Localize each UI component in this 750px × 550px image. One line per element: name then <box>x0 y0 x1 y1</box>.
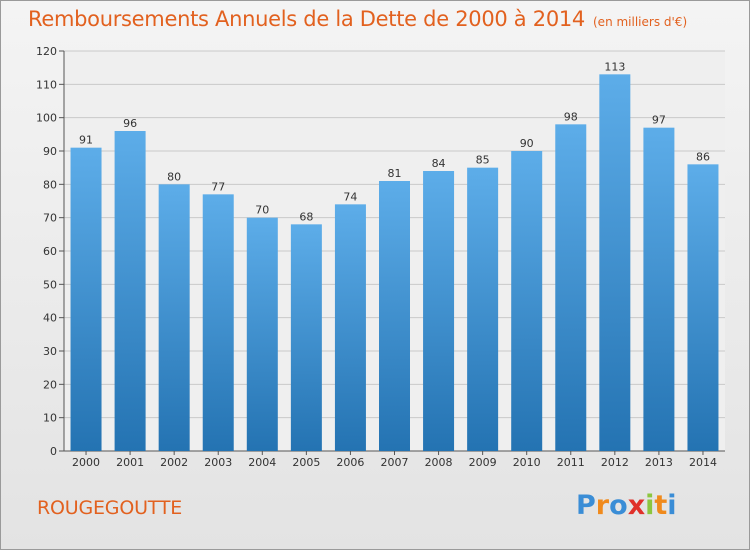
x-tick-label: 2010 <box>513 456 541 469</box>
y-tick-label: 20 <box>43 378 57 391</box>
bar <box>158 184 190 452</box>
x-tick-label: 2014 <box>689 456 717 469</box>
data-label: 85 <box>476 154 490 167</box>
x-tick-label: 2005 <box>292 456 320 469</box>
data-label: 81 <box>388 167 402 180</box>
x-tick-label: 2004 <box>248 456 276 469</box>
logo-letter: x <box>627 490 646 521</box>
x-tick-label: 2011 <box>557 456 585 469</box>
bar <box>555 124 587 451</box>
data-label: 97 <box>652 114 666 127</box>
bar <box>687 164 719 452</box>
x-tick-label: 2013 <box>645 456 673 469</box>
x-tick-label: 2012 <box>601 456 629 469</box>
logo-letter: i <box>667 490 677 521</box>
x-tick-label: 2008 <box>425 456 453 469</box>
logo-letter: P <box>576 490 596 521</box>
data-label: 70 <box>255 204 269 217</box>
data-label: 74 <box>343 190 357 203</box>
bar <box>643 127 675 452</box>
bar <box>202 194 234 452</box>
y-tick-label: 80 <box>43 178 57 191</box>
bar <box>114 131 146 451</box>
y-tick-label: 60 <box>43 245 57 258</box>
y-tick-label: 90 <box>43 145 57 158</box>
data-label: 98 <box>564 110 578 123</box>
y-tick-label: 30 <box>43 345 57 358</box>
y-tick-label: 10 <box>43 412 57 425</box>
y-tick-label: 120 <box>36 45 57 58</box>
x-tick-label: 2006 <box>336 456 364 469</box>
y-tick-label: 110 <box>36 78 57 91</box>
data-label: 77 <box>211 180 225 193</box>
chart-unit: (en milliers d'€) <box>593 15 688 29</box>
bar <box>70 147 102 451</box>
logo-letter: o <box>609 490 628 521</box>
y-tick-label: 70 <box>43 212 57 225</box>
x-tick-label: 2009 <box>469 456 497 469</box>
data-label: 90 <box>520 137 534 150</box>
bar <box>511 151 543 451</box>
y-tick-label: 40 <box>43 312 57 325</box>
chart-title: Remboursements Annuels de la Dette de 20… <box>28 7 687 31</box>
logo-letter: r <box>595 490 610 521</box>
data-label: 84 <box>432 157 446 170</box>
data-label: 68 <box>299 210 313 223</box>
data-label: 113 <box>604 60 625 73</box>
bar <box>334 204 366 451</box>
bar <box>467 167 499 451</box>
commune-name: ROUGEGOUTTE <box>37 497 183 519</box>
data-label: 96 <box>123 117 137 130</box>
logo-letter: t <box>654 490 668 521</box>
x-tick-label: 2001 <box>116 456 144 469</box>
x-tick-label: 2007 <box>381 456 409 469</box>
bar <box>599 74 631 451</box>
bar <box>290 224 322 451</box>
x-tick-label: 2000 <box>72 456 100 469</box>
data-label: 80 <box>167 170 181 183</box>
proxiti-logo[interactable]: Proxiti <box>576 490 677 521</box>
x-tick-label: 2003 <box>204 456 232 469</box>
chart-title-text: Remboursements Annuels de la Dette de 20… <box>28 7 585 31</box>
logo-letter: i <box>645 490 655 521</box>
bar <box>379 181 410 451</box>
bar <box>423 171 455 451</box>
y-tick-label: 100 <box>36 112 57 125</box>
y-tick-label: 0 <box>50 445 57 458</box>
y-tick-label: 50 <box>43 278 57 291</box>
data-label: 86 <box>696 150 710 163</box>
data-label: 91 <box>79 134 93 147</box>
bar <box>246 217 278 451</box>
x-tick-label: 2002 <box>160 456 188 469</box>
